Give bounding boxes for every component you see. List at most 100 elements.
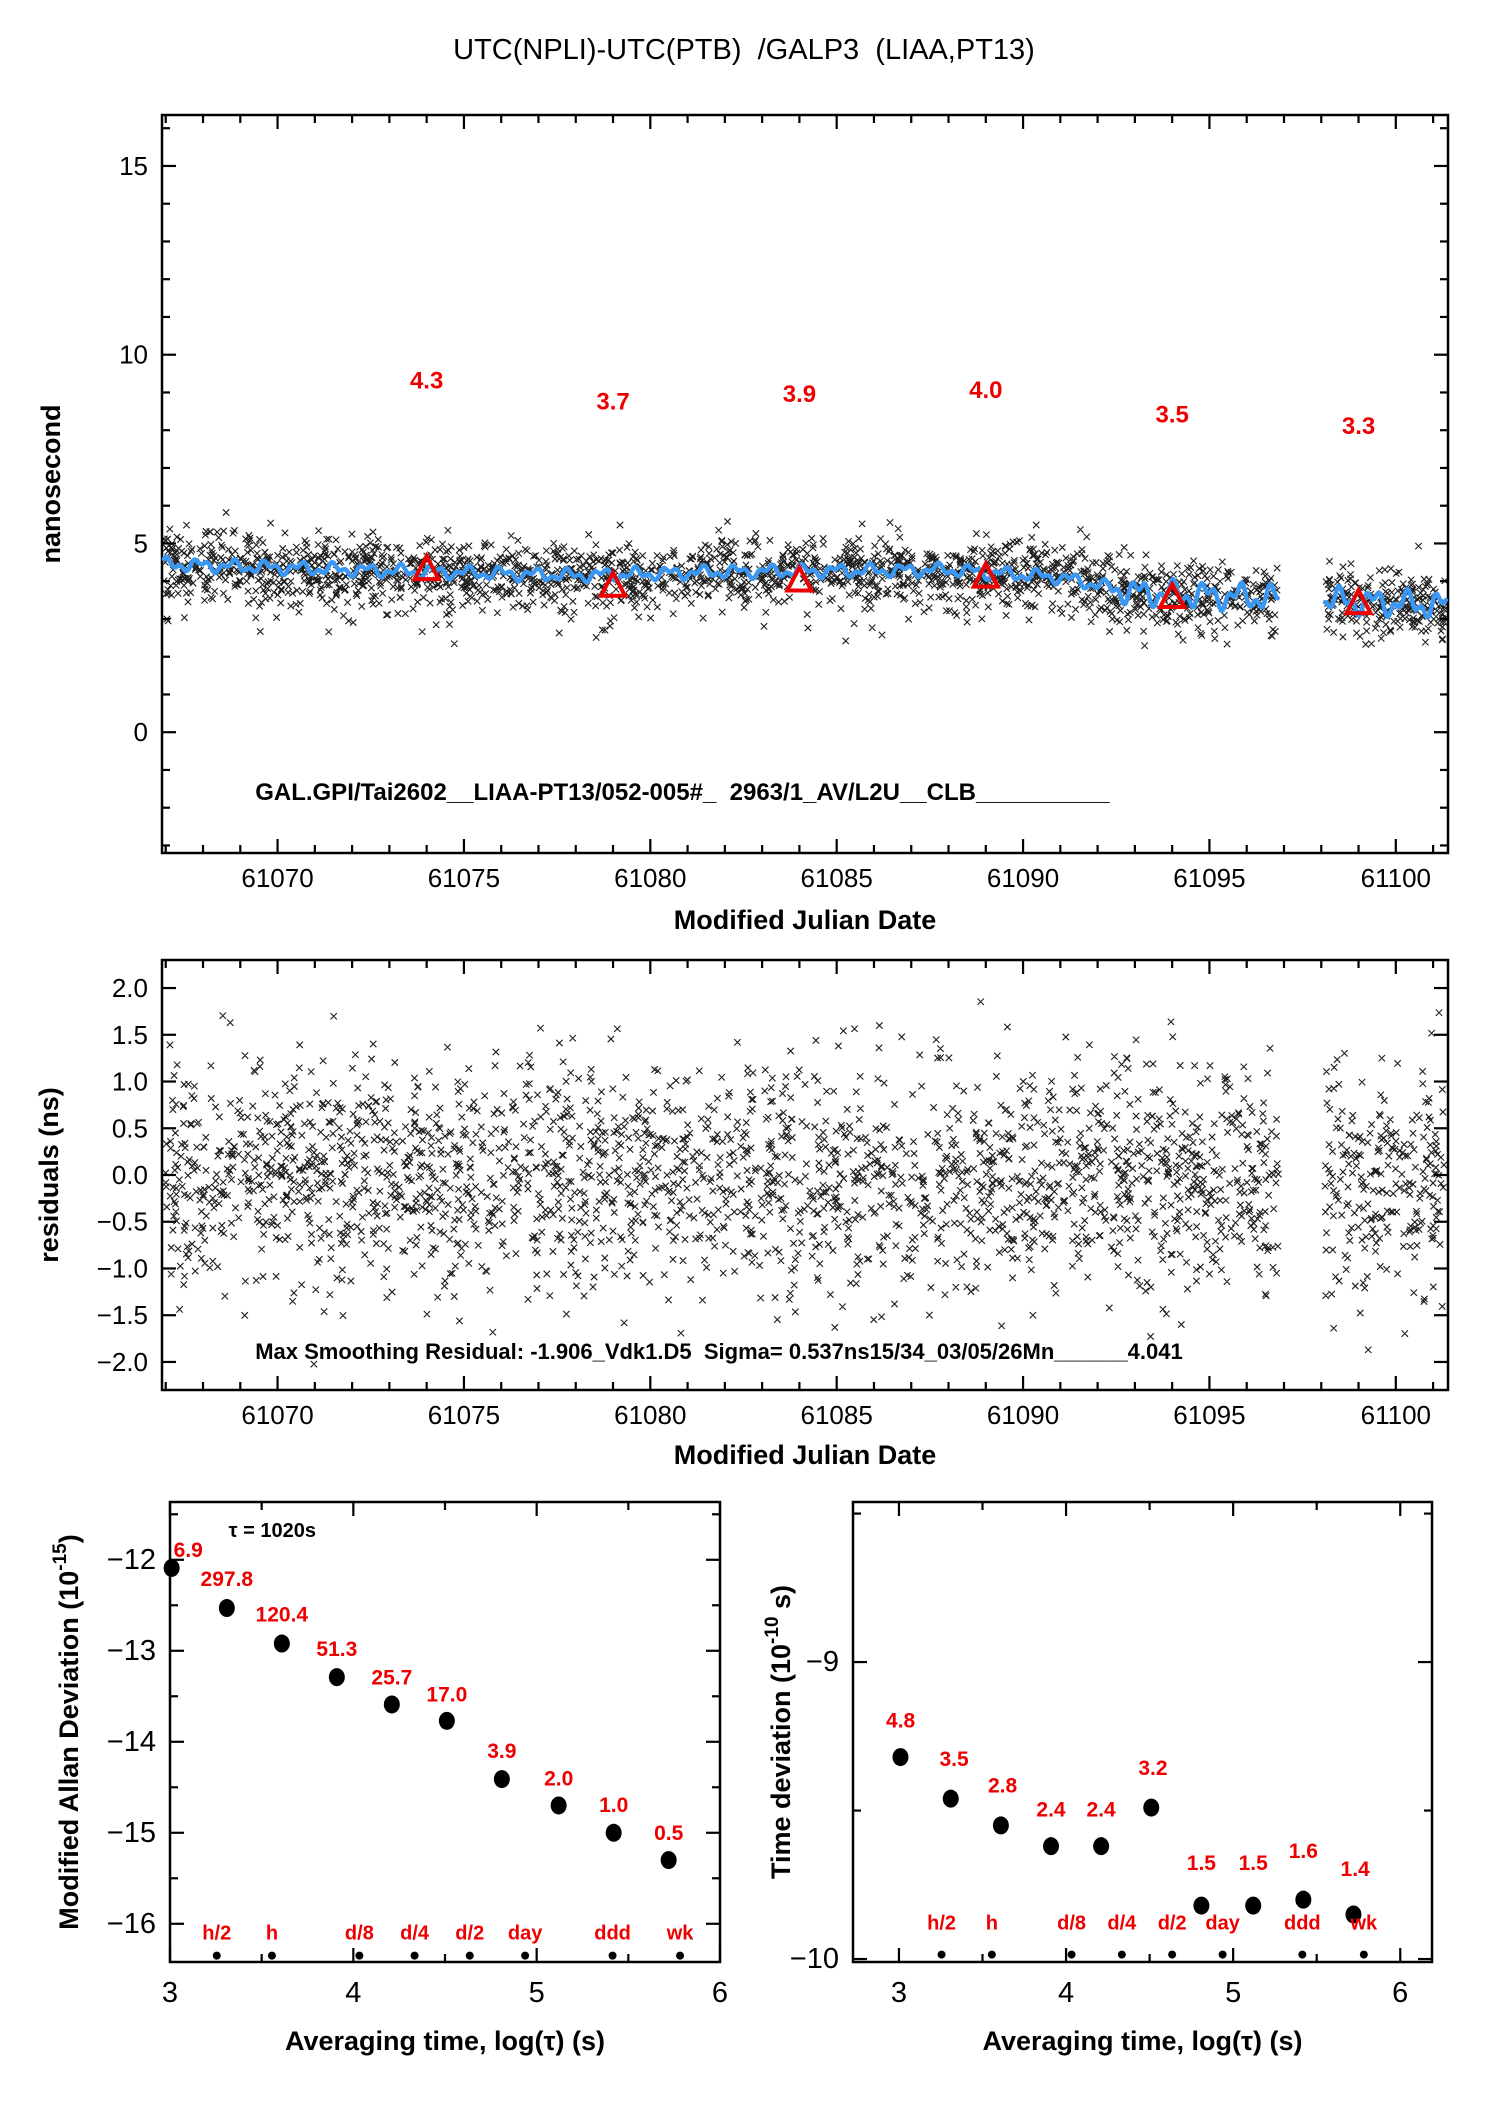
tdev-point-value-label: 1.5 [1239,1852,1269,1875]
mdev-data-point [383,1695,400,1714]
tdev-interval-marker [1218,1950,1227,1959]
mdev-data-point [493,1770,510,1789]
utc-offset-x-tick-label: 61100 [1361,863,1431,893]
mdev-point-value-label: 6.9 [174,1539,203,1562]
mdev-interval-marker [608,1951,617,1960]
utc-offset-x-tick-label: 61080 [614,863,686,893]
mdev-x-tick-label: 3 [162,1977,178,2009]
tdev-y-tick-label: −10 [790,1943,839,1975]
residuals-y-tick-label: 1.5 [112,1020,148,1050]
mdev-y-tick-label: −15 [107,1817,156,1849]
utc-offset-value-label: 4.3 [410,368,443,395]
utc-offset-frame [160,113,1450,855]
residuals-y-tick-label: 0.5 [112,1113,148,1143]
utc-offset-calibration-triangle [597,568,629,598]
tdev-interval-label: d/4 [1107,1912,1137,1934]
utc-offset-x-tick-label: 61090 [987,863,1059,893]
utc-offset-x-tick-label: 61085 [801,863,873,893]
tdev-point-value-label: 2.4 [1036,1798,1066,1821]
utc-offset-calibration-triangle [411,551,442,582]
residuals-y-tick-label: −2.0 [97,1347,148,1377]
utc-offset-y-tick-label: 0 [134,717,148,747]
residuals-x-tick-label: 61070 [241,1400,313,1430]
residuals-y-tick-label: 0.0 [112,1160,148,1190]
tdev-point-value-label: 3.2 [1138,1757,1167,1780]
tdev-interval-label: h [986,1912,998,1934]
tdev-interval-label: h/2 [927,1912,956,1934]
mdev-point-value-label: 17.0 [426,1684,467,1707]
mdev-interval-marker [212,1951,221,1960]
tdev-data-point [1093,1837,1110,1856]
mdev-interval-marker [676,1951,685,1960]
chart-title: UTC(NPLI)-UTC(PTB) /GALP3 (LIAA,PT13) [453,34,1035,66]
tdev-y-tick-label: −9 [806,1646,839,1678]
utc-offset-value-label: 3.3 [1342,413,1375,440]
utc-offset-calibration-triangle [1343,585,1374,616]
residuals-x-tick-label: 61080 [614,1400,686,1430]
utc-offset-calibration-triangle [970,559,1002,589]
mdev-interval-label: d/2 [455,1922,484,1944]
tdev-interval-label: day [1205,1912,1240,1934]
residuals-x-tick-label: 61085 [801,1400,873,1430]
mdev-interval-marker [465,1951,474,1960]
utc-offset-x-tick-label: 61075 [428,863,500,893]
tdev-interval-marker [1067,1950,1076,1959]
mdev-data-point [218,1599,235,1618]
tdev-x-tick-label: 6 [1392,1977,1408,2009]
utc-offset-x-axis-title: Modified Julian Date [674,905,937,935]
tdev-data-point [992,1816,1009,1835]
residuals-y-tick-label: 2.0 [112,973,148,1003]
mdev-interval-marker [521,1951,530,1960]
tdev-point-value-label: 3.5 [939,1748,969,1771]
mdev-data-point [605,1823,622,1842]
tdev-data-point [1245,1896,1262,1915]
tdev-data-point [1345,1905,1362,1924]
tdev-x-tick-label: 4 [1058,1977,1074,2009]
residuals-y-axis-title: residuals (ns) [34,1087,64,1263]
tdev-x-tick-label: 3 [891,1977,907,2009]
mdev-interval-label: d/4 [400,1922,430,1944]
mdev-interval-label: h [266,1922,278,1944]
tdev-point-value-label: 1.6 [1289,1840,1318,1863]
tdev-interval-marker [937,1950,946,1959]
residuals-scatter-cloud [162,998,1448,1368]
utc-offset-y-tick-label: 10 [119,340,148,370]
mdev-point-value-label: 0.5 [654,1822,684,1845]
mdev-point-value-label: 51.3 [316,1638,357,1661]
tdev-data-point [892,1748,909,1767]
mdev-point-value-label: 2.0 [544,1767,573,1790]
mdev-y-tick-label: −12 [107,1544,156,1576]
mdev-interval-label: h/2 [202,1922,231,1944]
residuals-y-tick-label: −0.5 [97,1207,148,1237]
mdev-interval-label: wk [666,1922,695,1944]
residuals-y-tick-label: −1.0 [97,1253,148,1283]
tdev-frame [851,1500,1434,1964]
tdev-interval-label: wk [1349,1912,1378,1934]
mdev-point-value-label: 1.0 [599,1794,628,1817]
residuals-frame [160,958,1450,1392]
residuals-x-axis-title: Modified Julian Date [674,1440,937,1470]
utc-offset-value-label: 3.7 [596,388,629,415]
tdev-y-axis-title: Time deviation (10-10 s) [762,1585,796,1879]
utc-offset-annotation: GAL.GPI/Tai2602__LIAA-PT13/052-005#_ 296… [255,779,1110,806]
residuals-x-tick-label: 61075 [428,1400,500,1430]
tdev-data-point [1043,1837,1060,1856]
tdev-point-value-label: 1.5 [1187,1852,1217,1875]
residuals-y-tick-label: −1.5 [97,1300,148,1330]
mdev-interval-marker [355,1951,364,1960]
mdev-point-value-label: 297.8 [201,1568,254,1591]
utc-offset-x-tick-label: 61070 [241,863,313,893]
utc-offset-calibration-triangle [1156,579,1188,610]
utc-offset-x-tick-label: 61095 [1173,863,1245,893]
mdev-x-tick-label: 6 [712,1977,728,2009]
residuals-x-tick-label: 61100 [1361,1400,1431,1430]
residuals-y-tick-label: 1.0 [112,1067,148,1097]
utc-offset-smoothed-line [161,554,1280,613]
utc-offset-calibration-triangle [784,563,815,593]
tdev-interval-marker [987,1950,996,1959]
utc-offset-value-label: 3.9 [783,381,816,408]
tdev-x-tick-label: 5 [1225,1977,1241,2009]
tdev-data-point [942,1789,959,1808]
utc-offset-value-label: 4.0 [969,377,1002,404]
